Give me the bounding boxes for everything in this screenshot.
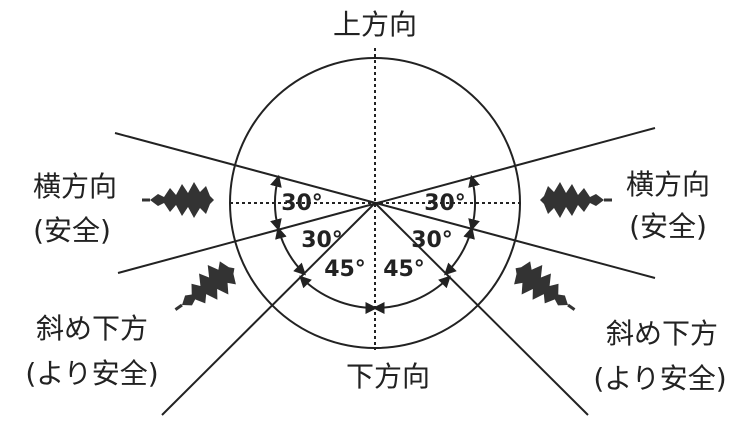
angle-label: 30°: [281, 191, 323, 216]
angle-arcs: [270, 174, 480, 314]
boundary-line: [374, 202, 589, 416]
angle-label: 30°: [411, 228, 453, 253]
note: (安全): [33, 214, 111, 247]
tree-icon: [140, 180, 216, 220]
label: 横方向: [626, 168, 710, 201]
angle-label: 30°: [301, 228, 343, 253]
label: 斜め下方: [36, 312, 148, 345]
tree-icon: [503, 252, 587, 326]
note: (より安全): [593, 362, 726, 395]
angle-label: 45°: [324, 257, 366, 282]
label: 横方向: [33, 170, 117, 203]
note: (より安全): [25, 357, 158, 390]
tree-icon: [163, 252, 247, 326]
label: 下方向: [346, 360, 430, 393]
boundary-line: [117, 127, 656, 274]
boundary-line: [161, 202, 376, 416]
label: 斜め下方: [606, 317, 718, 350]
note: (安全): [629, 210, 707, 243]
angle-label: 45°: [383, 257, 425, 282]
boundary-line: [114, 132, 656, 279]
angle-label: 30°: [424, 191, 466, 216]
tree-icon: [538, 180, 614, 220]
label: 上方向: [333, 8, 417, 41]
